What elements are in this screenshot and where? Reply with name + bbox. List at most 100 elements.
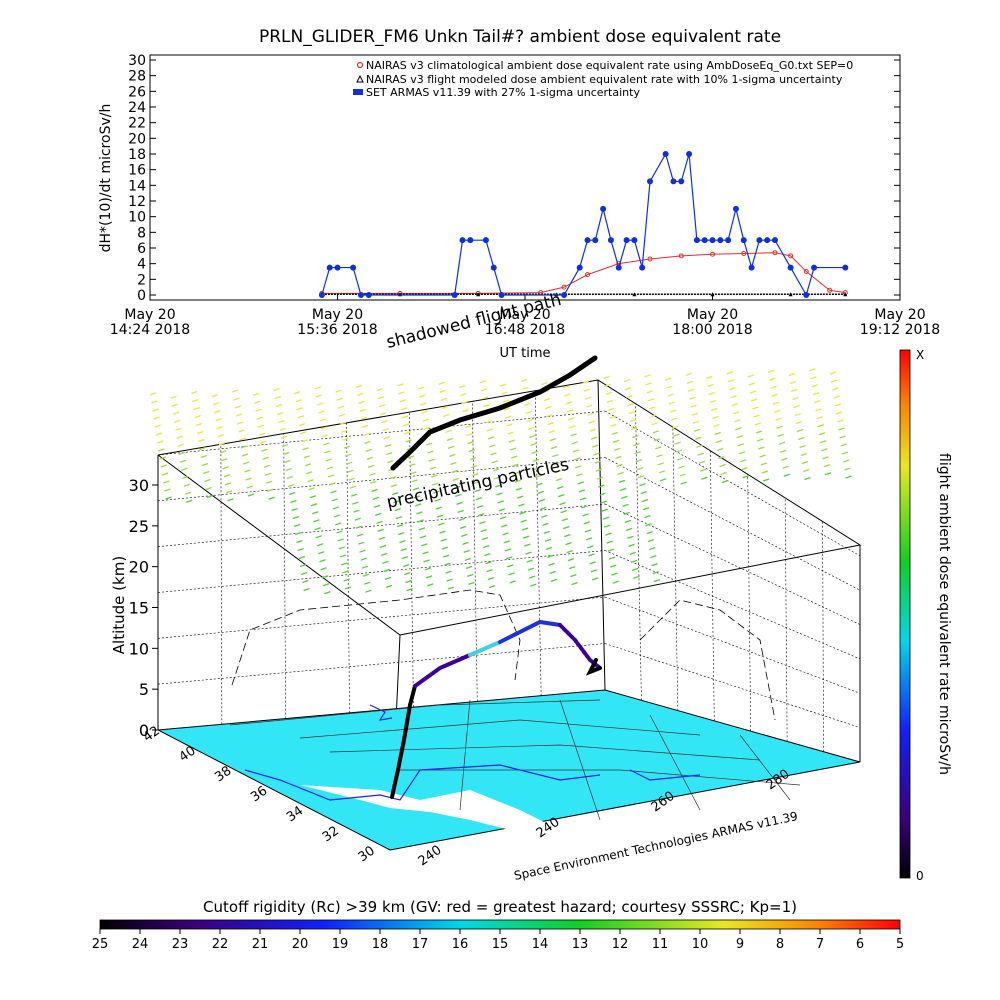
particle-mark [538, 498, 546, 502]
particle-mark [496, 492, 503, 496]
particle-mark [611, 572, 618, 576]
y-tick-label: 0 [137, 288, 146, 304]
particle-mark [585, 537, 593, 541]
legend-marker-armas [353, 89, 363, 95]
particle-mark [240, 445, 248, 449]
particle-mark [550, 445, 558, 450]
latitude-tick-label: 32 [320, 823, 342, 845]
particle-mark [528, 575, 536, 579]
particle-mark [640, 490, 647, 495]
particle-mark [344, 453, 352, 457]
rigidity-tick-label: 17 [412, 937, 429, 952]
nairas-climatological-point [710, 251, 715, 257]
rigidity-tick-label: 20 [292, 937, 309, 952]
particle-mark [226, 490, 233, 494]
particle-mark [572, 449, 580, 453]
particle-mark [352, 501, 359, 505]
armas-point [350, 264, 357, 271]
particle-mark [611, 431, 618, 435]
particle-mark [841, 451, 849, 455]
particle-mark [598, 484, 605, 488]
particle-mark [424, 567, 432, 571]
particle-mark [589, 428, 597, 432]
particle-mark [610, 564, 617, 568]
particle-mark [315, 394, 323, 398]
particle-mark [468, 581, 475, 586]
particle-mark [645, 522, 652, 527]
particle-mark [435, 506, 443, 510]
particle-mark [777, 433, 784, 437]
particle-mark [667, 393, 674, 397]
nairas-climatological-point [647, 256, 653, 262]
particle-mark [487, 436, 495, 440]
armas-point [467, 237, 474, 244]
particle-mark [630, 426, 638, 431]
particle-mark [655, 446, 662, 450]
particle-mark [443, 413, 450, 418]
particle-mark [262, 456, 269, 460]
particle-mark [755, 430, 763, 434]
particle-mark [840, 443, 848, 447]
particle-mark [338, 546, 346, 550]
particle-mark [747, 374, 754, 378]
particle-mark [673, 433, 680, 437]
particle-mark [562, 525, 570, 530]
particle-mark [782, 465, 789, 469]
path-projection-left-wall [231, 589, 521, 686]
particle-mark [582, 513, 589, 517]
y-tick-label: 22 [128, 116, 146, 132]
particle-mark [400, 548, 407, 552]
particle-mark [750, 398, 758, 402]
particle-mark [205, 486, 212, 491]
particle-mark [501, 391, 508, 395]
particle-mark [588, 553, 595, 557]
particle-mark [451, 469, 458, 474]
coastline-path [629, 769, 701, 781]
particle-mark [567, 417, 575, 421]
particle-mark [473, 481, 480, 485]
particle-mark [792, 396, 799, 401]
wall-grid-line [157, 550, 606, 593]
particle-mark [324, 591, 331, 595]
armas-point [592, 237, 599, 244]
particle-mark [550, 578, 558, 582]
particle-mark [844, 467, 851, 471]
legend-entry-armas: SET ARMAS v11.39 with 27% 1-sigma uncert… [353, 86, 640, 99]
particle-mark [645, 382, 652, 386]
particle-mark [539, 506, 547, 510]
wall-grid-line [747, 474, 752, 732]
armas-point [740, 237, 747, 244]
particle-mark [355, 384, 363, 389]
particle-mark [410, 471, 417, 475]
particle-mark [812, 392, 820, 396]
particle-mark [605, 391, 612, 395]
particle-mark [195, 422, 203, 427]
particle-mark [354, 517, 361, 521]
particle-mark [707, 383, 714, 388]
particle-mark [696, 444, 703, 448]
particle-mark [631, 567, 639, 571]
particle-mark [578, 489, 586, 493]
altitude-axis-ticks: 0 5 10 15 20 25 30 [129, 476, 158, 740]
altitude-tick-label: 25 [129, 517, 149, 536]
particle-mark [606, 399, 614, 403]
y-tick-label: 30 [128, 53, 146, 69]
particle-mark [607, 407, 615, 411]
armas-point [639, 264, 646, 271]
particle-mark [301, 571, 308, 576]
particle-mark [579, 497, 587, 501]
particle-mark [337, 405, 345, 409]
wall-grid-line [157, 457, 606, 502]
particle-mark [316, 543, 324, 547]
particle-mark [375, 512, 382, 517]
particle-mark [361, 424, 369, 429]
particle-mark [462, 541, 469, 546]
x-axis-label: UT time [500, 346, 551, 361]
particle-mark [676, 457, 684, 461]
particle-mark [507, 564, 514, 568]
particle-mark [275, 403, 283, 408]
particle-mark [336, 530, 343, 534]
particle-mark [268, 496, 275, 500]
particle-mark [558, 493, 565, 498]
